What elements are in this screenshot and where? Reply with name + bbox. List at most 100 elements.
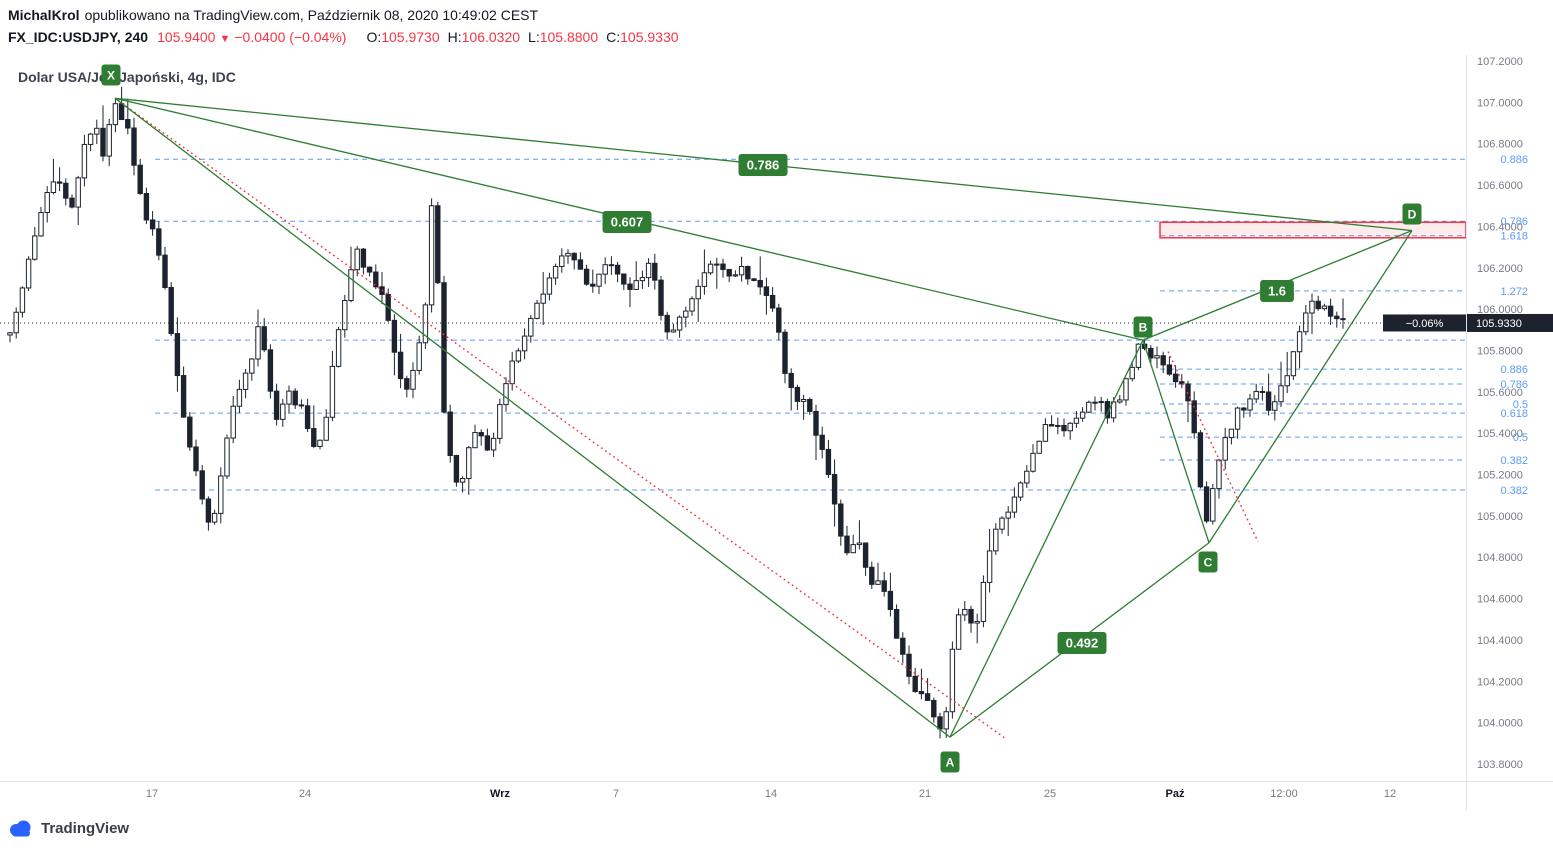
candle: [422, 302, 429, 349]
pattern-point-a-text: A: [946, 755, 955, 769]
red-dotted-trendline[interactable]: [117, 99, 1006, 739]
candle-body: [292, 390, 298, 406]
candle: [366, 266, 373, 277]
candle: [968, 605, 974, 633]
pattern-line-ab[interactable]: [949, 339, 1144, 738]
candle-body: [44, 192, 50, 214]
ratio-label[interactable]: 1.6: [1260, 280, 1294, 302]
candle: [1154, 346, 1160, 369]
candle-body: [1203, 486, 1210, 522]
candle-body: [1284, 375, 1290, 387]
candle: [776, 303, 782, 341]
candle: [249, 358, 255, 381]
time-axis-label: 12:00: [1270, 788, 1298, 800]
candle: [112, 99, 119, 133]
price-axis[interactable]: 107.2000 107.0000 106.8000 106.6000 106.4000…: [1477, 56, 1528, 771]
candle: [627, 277, 633, 308]
candle: [1284, 351, 1290, 394]
time-axis-label: Wrz: [490, 788, 510, 800]
candle-body: [218, 475, 224, 514]
author-name[interactable]: MichalKrol: [8, 7, 80, 23]
red-dotted-trendline[interactable]: [1167, 351, 1259, 543]
pattern-point-c[interactable]: C: [1198, 551, 1218, 573]
candle: [1160, 351, 1166, 374]
pattern-point-d[interactable]: D: [1402, 203, 1422, 225]
candle-body: [490, 437, 497, 451]
candle-body: [100, 127, 106, 157]
candle-body: [509, 360, 515, 385]
tradingview-logo[interactable]: TradingView: [8, 820, 129, 837]
pattern-line-xa[interactable]: [114, 97, 951, 738]
candle: [373, 264, 379, 290]
candle-body: [199, 470, 205, 500]
candle: [354, 246, 360, 277]
candle: [1086, 400, 1092, 413]
pattern-line-cd[interactable]: [1208, 230, 1413, 544]
candle-body: [738, 265, 745, 276]
candle-body: [794, 386, 801, 402]
candle: [1148, 345, 1154, 364]
candle-body: [137, 164, 143, 195]
candle-body: [763, 286, 770, 296]
candle-body: [25, 258, 32, 289]
candle: [1048, 415, 1055, 427]
candle: [1024, 465, 1030, 489]
candle-body: [881, 580, 887, 592]
candle-body: [652, 262, 658, 281]
time-axis-label: 21: [919, 788, 931, 800]
candle: [156, 221, 162, 261]
pattern-line-bc[interactable]: [1142, 339, 1210, 543]
candle-body: [1241, 407, 1247, 411]
time-axis-label: 14: [765, 788, 777, 800]
candle: [497, 398, 503, 444]
ratio-label[interactable]: 0.786: [738, 154, 788, 176]
price-axis-tick: 104.2000: [1477, 676, 1523, 688]
supply-zone-box[interactable]: [1159, 221, 1467, 239]
candle-body: [230, 405, 236, 439]
candle-body: [931, 699, 937, 718]
candle: [949, 641, 956, 719]
title-layer: Dolar USA/Jen Japoński, 4g, IDC: [18, 69, 236, 85]
ratio-label[interactable]: 0.492: [1057, 632, 1107, 654]
candle: [583, 264, 590, 286]
candle-body: [1061, 424, 1067, 432]
candle: [416, 335, 422, 375]
candle: [404, 375, 410, 398]
candle-body: [893, 609, 900, 639]
candle: [7, 332, 13, 343]
candle: [515, 348, 522, 364]
candle: [943, 706, 949, 738]
pattern-point-x[interactable]: X: [101, 64, 121, 86]
candle-body: [354, 248, 360, 271]
candle-body: [962, 608, 968, 616]
symbol-header: FX_IDC:USDJPY, 240 105.9400 ▼ −0.0400 (−0.0…: [8, 29, 679, 45]
candle: [25, 256, 32, 292]
candle-body: [267, 349, 274, 392]
candle: [503, 377, 509, 412]
pattern-point-a[interactable]: A: [940, 751, 960, 773]
candle-body: [69, 197, 75, 208]
candle-body: [1272, 401, 1278, 411]
pattern-point-b[interactable]: B: [1133, 316, 1153, 338]
candle-body: [639, 277, 646, 282]
candle-body: [521, 335, 528, 352]
candle-body: [205, 498, 212, 523]
candle-body: [255, 326, 261, 360]
candle-body: [800, 398, 807, 402]
candle-body: [1030, 452, 1036, 472]
candle-body: [317, 439, 323, 447]
candle: [267, 344, 274, 399]
candle: [180, 366, 187, 418]
candle: [800, 394, 807, 420]
price-axis-tick: 106.2000: [1477, 263, 1523, 275]
candle: [255, 309, 261, 367]
candle-body: [689, 298, 695, 312]
ratio-label[interactable]: 0.607: [602, 211, 652, 233]
candle-body: [373, 271, 379, 288]
time-axis[interactable]: 17 24 Wrz 7 14 21 25 Paź 12:00 12: [146, 788, 1396, 800]
candle: [875, 562, 881, 585]
candle: [1055, 417, 1061, 435]
fib-axis-label: 0.786: [1500, 216, 1528, 228]
candle: [931, 697, 937, 723]
